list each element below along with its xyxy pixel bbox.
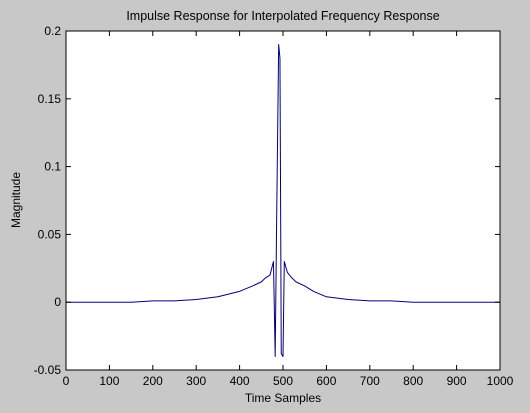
chart-title: Impulse Response for Interpolated Freque…: [126, 9, 439, 23]
tick-layer: 0 100 200 300 400 500 600 700 800 900 1000-0.0500.…: [34, 24, 514, 388]
y-tick-label: 0.15: [38, 92, 62, 106]
y-axis-title: Magnitude: [9, 172, 23, 228]
series-line-0: [66, 44, 500, 357]
x-tick-label: 0: [63, 374, 70, 388]
x-tick-label: 500: [273, 374, 293, 388]
x-tick-label: 200: [143, 374, 163, 388]
x-tick-label: 1000: [487, 374, 514, 388]
x-tick-label: 400: [230, 374, 250, 388]
y-tick-label: 0.2: [44, 24, 61, 38]
x-tick-label: 700: [360, 374, 380, 388]
data-layer: [66, 44, 500, 357]
y-tick-label: 0.1: [44, 160, 61, 174]
y-tick-label: 0.05: [38, 227, 62, 241]
x-tick-label: 900: [447, 374, 467, 388]
x-tick-label: 300: [186, 374, 206, 388]
x-axis-title: Time Samples: [245, 391, 321, 405]
axes-background: [66, 31, 500, 370]
x-tick-label: 800: [403, 374, 423, 388]
x-tick-label: 100: [99, 374, 119, 388]
y-tick-label: 0: [54, 295, 61, 309]
x-tick-label: 600: [316, 374, 336, 388]
y-tick-label: -0.05: [34, 363, 62, 377]
